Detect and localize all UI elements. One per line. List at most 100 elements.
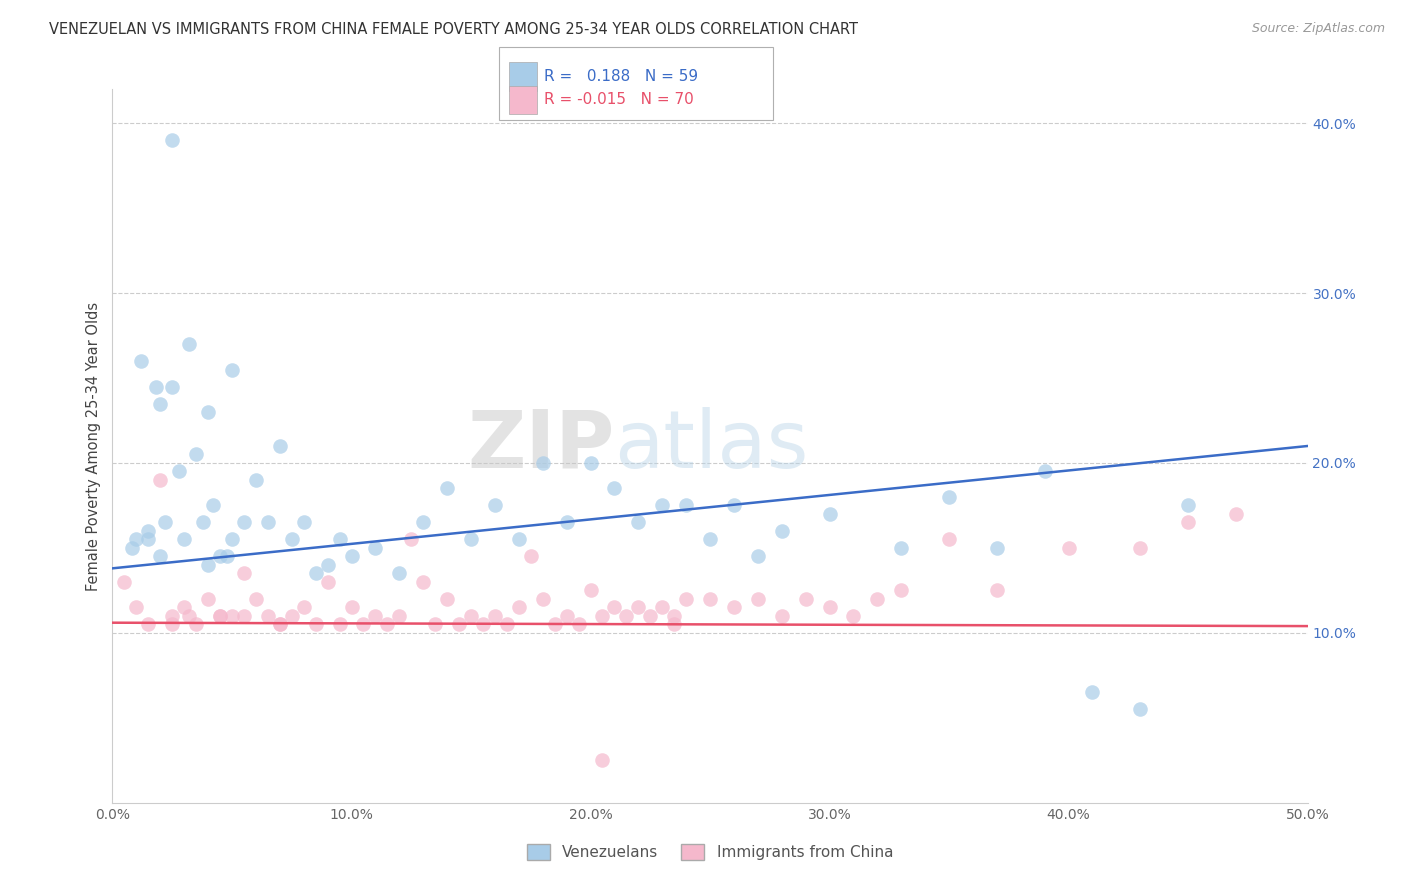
Point <box>770 608 793 623</box>
Point <box>173 533 195 547</box>
Point <box>245 591 267 606</box>
Point <box>603 600 626 615</box>
Point <box>520 549 543 564</box>
Point <box>388 566 411 581</box>
Point <box>233 608 256 623</box>
Point <box>664 617 686 632</box>
Point <box>531 456 554 470</box>
Point <box>125 533 148 547</box>
Point <box>197 558 219 572</box>
Point <box>162 617 183 632</box>
Point <box>543 617 565 632</box>
Point <box>496 617 519 632</box>
Point <box>460 608 482 623</box>
Point <box>938 533 960 547</box>
Point <box>121 541 143 555</box>
Point <box>149 473 172 487</box>
Point <box>129 354 152 368</box>
Point <box>292 516 315 530</box>
Point <box>193 516 215 530</box>
Point <box>209 608 232 623</box>
Point <box>138 524 160 538</box>
Point <box>377 617 399 632</box>
Point <box>818 507 841 521</box>
Point <box>723 600 745 615</box>
Point <box>221 362 243 376</box>
Point <box>233 516 256 530</box>
Point <box>866 591 889 606</box>
Point <box>472 617 495 632</box>
Point <box>353 617 375 632</box>
Point <box>508 533 530 547</box>
Point <box>592 753 614 767</box>
Point <box>664 608 686 623</box>
Point <box>162 133 183 147</box>
Point <box>484 499 506 513</box>
Point <box>747 549 769 564</box>
Point <box>484 608 506 623</box>
Point <box>627 516 650 530</box>
Point <box>153 516 176 530</box>
Point <box>436 591 458 606</box>
Legend: Venezuelans, Immigrants from China: Venezuelans, Immigrants from China <box>522 838 898 866</box>
Point <box>197 591 219 606</box>
Point <box>1177 499 1199 513</box>
Point <box>281 533 304 547</box>
Point <box>579 456 602 470</box>
Point <box>592 608 614 623</box>
Point <box>305 566 328 581</box>
Point <box>149 396 172 410</box>
Point <box>281 608 304 623</box>
Point <box>627 600 650 615</box>
Point <box>169 465 191 479</box>
Point <box>401 533 423 547</box>
Point <box>186 448 208 462</box>
Point <box>269 439 291 453</box>
Point <box>221 608 243 623</box>
Point <box>245 473 267 487</box>
Point <box>329 533 352 547</box>
Point <box>197 405 219 419</box>
Point <box>388 608 411 623</box>
Point <box>292 600 315 615</box>
Text: R =   0.188   N = 59: R = 0.188 N = 59 <box>544 70 699 84</box>
Point <box>149 549 172 564</box>
Point <box>747 591 769 606</box>
Point <box>316 574 339 589</box>
Point <box>651 499 673 513</box>
Point <box>138 533 160 547</box>
Point <box>938 490 960 504</box>
Point <box>162 379 183 393</box>
Point <box>340 549 363 564</box>
Point <box>651 600 673 615</box>
Point <box>568 617 591 632</box>
Point <box>890 541 912 555</box>
Point <box>329 617 352 632</box>
Point <box>305 617 328 632</box>
Point <box>162 608 183 623</box>
Point <box>209 549 232 564</box>
Point <box>145 379 167 393</box>
Point <box>1177 516 1199 530</box>
Point <box>770 524 793 538</box>
Point <box>842 608 865 623</box>
Text: VENEZUELAN VS IMMIGRANTS FROM CHINA FEMALE POVERTY AMONG 25-34 YEAR OLDS CORRELA: VENEZUELAN VS IMMIGRANTS FROM CHINA FEMA… <box>49 22 858 37</box>
Point <box>436 482 458 496</box>
Point <box>986 541 1008 555</box>
Point <box>340 600 363 615</box>
Point <box>890 583 912 598</box>
Point <box>699 533 721 547</box>
Point <box>1033 465 1056 479</box>
Point <box>269 617 291 632</box>
Point <box>1129 541 1152 555</box>
Point <box>579 583 602 598</box>
Point <box>412 516 434 530</box>
Point <box>675 499 697 513</box>
Point <box>1081 685 1104 699</box>
Point <box>531 591 554 606</box>
Point <box>221 533 243 547</box>
Point <box>316 558 339 572</box>
Point <box>217 549 239 564</box>
Point <box>640 608 662 623</box>
Point <box>201 499 224 513</box>
